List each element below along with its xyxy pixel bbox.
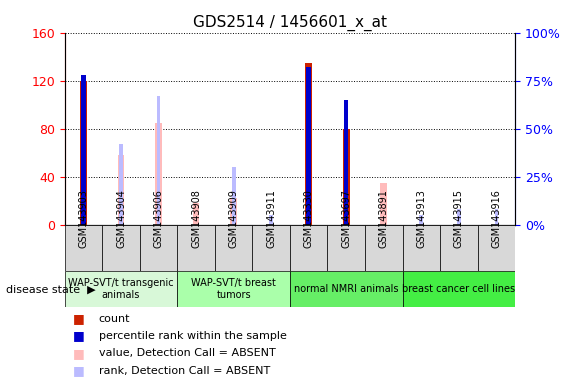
Text: breast cancer cell lines: breast cancer cell lines — [403, 284, 515, 294]
Bar — [381, 183, 387, 225]
Bar — [494, 209, 498, 225]
Bar — [119, 144, 123, 225]
Text: GSM143904: GSM143904 — [116, 189, 126, 248]
Bar — [177, 225, 215, 271]
Text: GSM143908: GSM143908 — [191, 189, 201, 248]
Text: GSM143330: GSM143330 — [303, 189, 314, 248]
Bar — [81, 75, 86, 225]
Text: GSM143913: GSM143913 — [416, 189, 426, 248]
Bar — [306, 67, 311, 225]
Bar — [193, 203, 199, 225]
Bar — [290, 271, 403, 307]
Bar — [403, 225, 440, 271]
Text: GSM143906: GSM143906 — [154, 189, 164, 248]
Bar — [344, 100, 348, 225]
Bar — [269, 215, 273, 225]
Text: ■: ■ — [73, 347, 85, 360]
Bar — [157, 96, 160, 225]
Text: GSM143909: GSM143909 — [229, 189, 239, 248]
Bar — [65, 225, 102, 271]
Bar — [140, 225, 177, 271]
Bar — [118, 155, 124, 225]
Bar — [252, 225, 290, 271]
Bar — [477, 225, 515, 271]
Bar — [343, 129, 350, 225]
Bar — [419, 215, 423, 225]
Bar — [80, 81, 87, 225]
Bar — [215, 225, 252, 271]
Bar — [155, 122, 162, 225]
Text: GSM143911: GSM143911 — [266, 189, 276, 248]
Title: GDS2514 / 1456601_x_at: GDS2514 / 1456601_x_at — [193, 15, 387, 31]
Text: normal NMRI animals: normal NMRI animals — [294, 284, 399, 294]
Bar — [365, 225, 403, 271]
Bar — [440, 225, 477, 271]
Text: WAP-SVT/t breast
tumors: WAP-SVT/t breast tumors — [191, 278, 276, 300]
Bar — [102, 225, 140, 271]
Text: rank, Detection Call = ABSENT: rank, Detection Call = ABSENT — [99, 366, 270, 376]
Bar — [403, 271, 515, 307]
Bar — [290, 225, 328, 271]
Bar — [457, 209, 461, 225]
Bar — [305, 63, 312, 225]
Bar — [232, 167, 235, 225]
Text: count: count — [99, 314, 130, 324]
Text: WAP-SVT/t transgenic
animals: WAP-SVT/t transgenic animals — [68, 278, 174, 300]
Text: value, Detection Call = ABSENT: value, Detection Call = ABSENT — [99, 348, 275, 358]
Text: ■: ■ — [73, 312, 85, 325]
Text: ■: ■ — [73, 364, 85, 377]
Text: GSM143915: GSM143915 — [454, 189, 464, 248]
Bar — [328, 225, 365, 271]
Text: percentile rank within the sample: percentile rank within the sample — [99, 331, 287, 341]
Text: disease state  ▶: disease state ▶ — [6, 285, 95, 295]
Text: ■: ■ — [73, 329, 85, 343]
Text: GSM143697: GSM143697 — [341, 189, 351, 248]
Text: GSM143916: GSM143916 — [491, 189, 502, 248]
Bar — [230, 198, 237, 225]
Text: GSM143891: GSM143891 — [379, 189, 389, 248]
Bar — [177, 271, 290, 307]
Bar — [65, 271, 177, 307]
Text: GSM143903: GSM143903 — [78, 189, 88, 248]
